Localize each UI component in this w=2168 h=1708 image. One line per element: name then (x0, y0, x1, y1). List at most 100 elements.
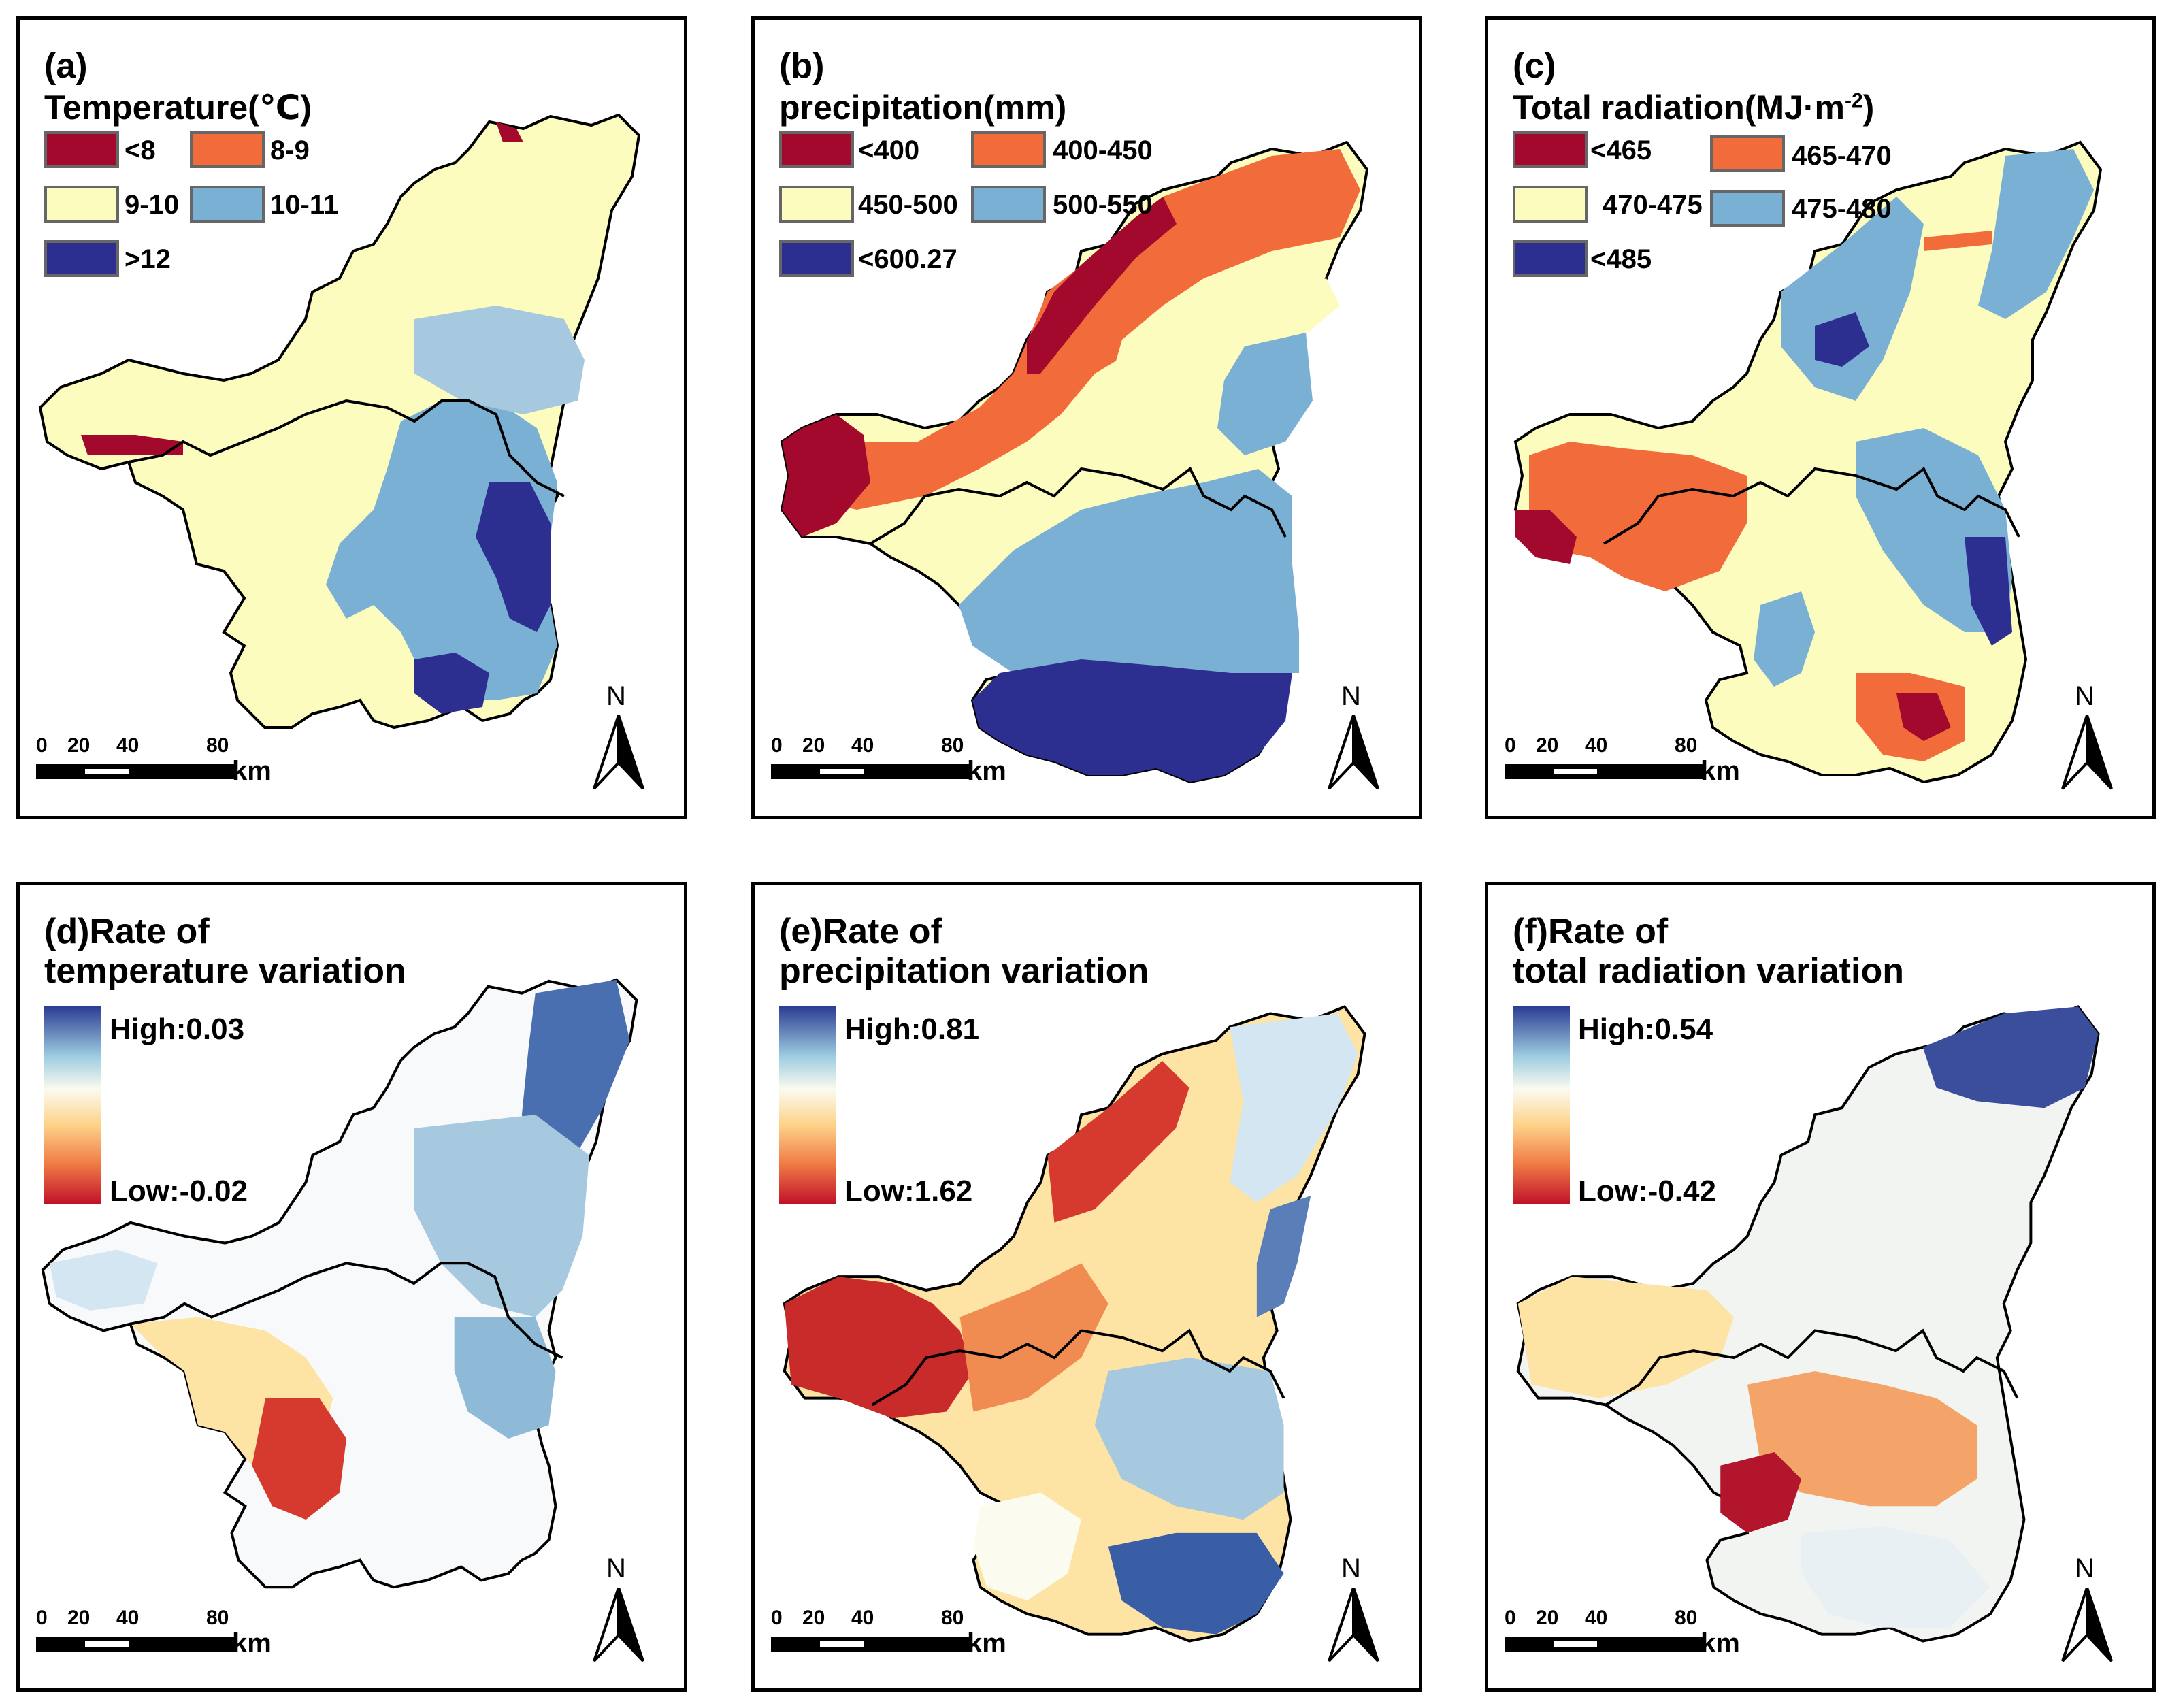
scale-tick: 0 (771, 1607, 783, 1629)
inner-boundary (130, 1262, 563, 1359)
dark-blue-south (1108, 1532, 1284, 1635)
panel-label: (b) (779, 46, 825, 86)
legend-swatch-lt600 (779, 240, 854, 277)
inner-boundary (1605, 1328, 2019, 1407)
north-arrow: N (1326, 1555, 1381, 1664)
panel-label: (a) (44, 46, 88, 86)
light-blue-center (1094, 1358, 1284, 1520)
legend-swatch-475-480 (1710, 190, 1785, 227)
light-blue-west (49, 1249, 158, 1311)
blue-zone (326, 401, 557, 700)
scale-bar-segment (1554, 769, 1597, 774)
precipitation-map (780, 140, 1369, 784)
legend-swatch-10-11 (190, 186, 265, 223)
north-arrow: N (1326, 683, 1381, 791)
scale-bar: 0 20 40 80 km (1505, 734, 1740, 797)
scale-bar-line (36, 1637, 235, 1652)
light-blue-east (454, 1317, 556, 1439)
light-zone-south (1801, 1526, 1990, 1628)
north-arrow: N (591, 1555, 646, 1664)
scale-bar: 0 20 40 80 km (1505, 1607, 1740, 1669)
north-label: N (606, 681, 626, 711)
scale-bar-line (36, 764, 235, 779)
legend-swatch-lt8 (44, 131, 119, 168)
legend-label: 450-500 (858, 190, 958, 220)
legend-label: <465 (1590, 135, 1652, 165)
scale-bar-line (1505, 764, 1703, 779)
precipitation-variation-map (783, 1005, 1366, 1643)
north-arrow: N (591, 683, 646, 791)
legend-label: 470-475 (1603, 190, 1703, 220)
radiation-variation-map (1516, 1005, 2100, 1643)
ramp-high-label: High:0.54 (1578, 1013, 1713, 1046)
scale-tick: 40 (1585, 1607, 1608, 1629)
legend-title: Total radiation(MJ·m-2) (1513, 91, 1874, 125)
panel-label: (e)Rate of (779, 912, 942, 951)
legend-label: 500-550 (1053, 190, 1153, 220)
inner-boundary (128, 399, 565, 497)
north-label: N (1341, 681, 1361, 711)
orange-zone (795, 149, 1360, 510)
red-zone-south (1896, 693, 1951, 741)
blue-zone (959, 469, 1299, 673)
scale-tick: 40 (116, 734, 139, 757)
legend-label: 9-10 (125, 190, 180, 220)
legend-label: <485 (1590, 244, 1652, 274)
panel-label: (f)Rate of (1513, 912, 1669, 951)
panel-radiation-map: (c) Total radiation(MJ·m-2) <465 465-470… (1485, 16, 2156, 819)
scale-unit: km (967, 756, 1006, 786)
yellow-zone-west (1517, 1277, 1735, 1398)
scale-bar-segment (85, 769, 129, 774)
light-zone-south (973, 1492, 1082, 1601)
scale-bar-segment (820, 769, 864, 774)
red-zone-sw (1720, 1451, 1802, 1533)
legend-swatch-8-9 (190, 131, 265, 168)
scale-tick: 20 (802, 1607, 825, 1629)
north-arrow-icon (2061, 1588, 2113, 1662)
color-ramp (779, 1006, 836, 1204)
scale-unit: km (967, 1628, 1006, 1658)
dark-blue-zone-south (414, 653, 489, 714)
ramp-low-label: Low:-0.42 (1578, 1175, 1716, 1208)
orange-strip (1924, 231, 1992, 251)
dark-blue-zone (1965, 537, 2012, 646)
orange-zone-center (1747, 1370, 1977, 1507)
blue-zone-ne (1217, 333, 1313, 455)
north-label: N (1341, 1554, 1361, 1583)
legend-swatch-450-500 (779, 186, 854, 223)
legend-label: <400 (858, 135, 920, 165)
scale-tick: 20 (67, 734, 91, 757)
blue-zone-sw (1754, 591, 1815, 687)
legend-label: 10-11 (270, 190, 339, 220)
legend-label: 8-9 (270, 135, 310, 165)
high-zone-ne (1922, 1006, 2099, 1108)
red-strip (81, 435, 183, 455)
scale-tick: 0 (1505, 734, 1516, 757)
scale-tick: 0 (36, 1607, 48, 1629)
color-ramp (44, 1006, 101, 1204)
panel-precipitation-map: (b) precipitation(mm) <400 400-450 450-5… (751, 16, 1422, 819)
legend-swatch-lt465 (1513, 131, 1588, 168)
north-arrow-icon (593, 715, 644, 790)
scale-unit: km (232, 756, 272, 786)
scale-bar: 0 20 40 80 km (36, 1607, 272, 1669)
scale-unit: km (232, 1628, 272, 1658)
red-spot (496, 122, 523, 142)
red-zone-west (784, 1277, 974, 1419)
panel-radiation-variation-map: (f)Rate of total radiation variation Hig… (1485, 882, 2156, 1692)
scale-unit: km (1701, 756, 1740, 786)
legend-swatch-lt400 (779, 131, 854, 168)
scale-tick: 80 (1675, 1607, 1698, 1629)
ramp-high-label: High:0.81 (844, 1013, 980, 1046)
scale-bar-segment (820, 1641, 864, 1647)
legend-title-main: Total radiation(MJ·m (1513, 88, 1845, 127)
legend-title-end: ) (1862, 88, 1875, 127)
scale-bar-segment (1554, 1641, 1597, 1647)
light-blue-ne (1230, 1013, 1358, 1203)
scale-tick: 40 (1585, 734, 1608, 757)
low-zone (252, 1398, 347, 1520)
panel-temperature-map: (a) Temperature(℃) <8 8-9 9-10 10-11 >12… (16, 16, 687, 819)
legend-title: precipitation(mm) (779, 88, 1067, 127)
scale-tick: 0 (36, 734, 48, 757)
north-label: N (2075, 681, 2095, 711)
